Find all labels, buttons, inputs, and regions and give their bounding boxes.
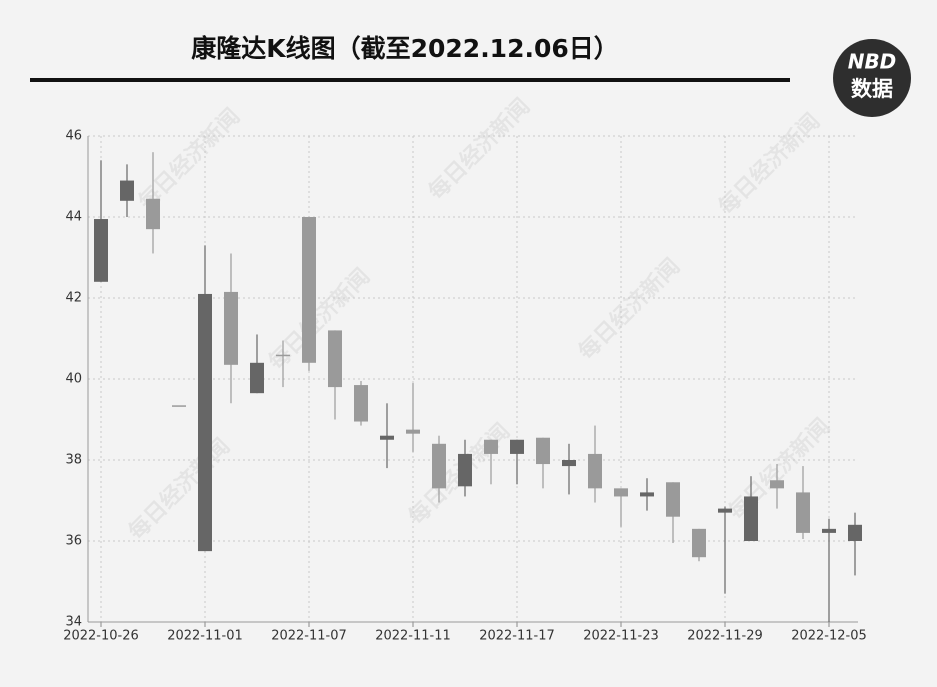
candle-body <box>328 330 342 388</box>
candle-body <box>198 293 212 552</box>
candle-body <box>588 453 602 489</box>
candle-body <box>380 435 394 440</box>
candle-body <box>796 492 810 533</box>
x-tick-label: 2022-12-05 <box>791 629 867 644</box>
candle-body <box>640 492 654 497</box>
candle-body <box>224 291 238 365</box>
candle-body <box>614 488 628 497</box>
chart-title: 康隆达K线图（截至2022.12.06日） <box>191 34 619 63</box>
x-tick-label: 2022-11-23 <box>583 629 659 644</box>
candle-body <box>692 528 706 558</box>
candle-body <box>276 354 290 357</box>
candle-body <box>250 362 264 394</box>
candle-body <box>172 405 186 407</box>
logo-badge <box>833 39 911 117</box>
candle-body <box>770 480 784 489</box>
candle-body <box>302 217 316 363</box>
candle-body <box>354 385 368 422</box>
y-tick-label: 34 <box>65 615 82 630</box>
x-tick-label: 2022-11-07 <box>271 629 347 644</box>
title-rule <box>30 78 790 82</box>
x-tick-label: 2022-11-17 <box>479 629 555 644</box>
candle-body <box>146 198 160 230</box>
candle-body <box>458 453 472 487</box>
logo-text: NBD <box>848 50 897 74</box>
candle-body <box>510 439 524 454</box>
candle-body <box>822 528 836 533</box>
candle-body <box>718 508 732 513</box>
y-tick-label: 36 <box>65 534 82 549</box>
y-tick-label: 40 <box>65 372 82 387</box>
candle-body <box>484 439 498 454</box>
candle-body <box>562 460 576 467</box>
candle-body <box>406 429 420 434</box>
logo-text: 数据 <box>851 77 893 101</box>
candle-body <box>536 437 550 465</box>
candle-body <box>666 482 680 517</box>
candle-body <box>94 219 108 282</box>
x-tick-label: 2022-11-01 <box>167 629 243 644</box>
x-tick-label: 2022-11-11 <box>375 629 451 644</box>
candle-body <box>432 443 446 489</box>
x-tick-label: 2022-10-26 <box>63 629 139 644</box>
x-tick-label: 2022-11-29 <box>687 629 763 644</box>
y-tick-label: 38 <box>65 453 82 468</box>
candle-body <box>120 180 134 201</box>
y-tick-label: 46 <box>65 129 82 144</box>
y-tick-label: 42 <box>65 291 82 306</box>
candle-body <box>744 496 758 541</box>
y-tick-label: 44 <box>65 210 82 225</box>
candle-body <box>848 524 862 541</box>
